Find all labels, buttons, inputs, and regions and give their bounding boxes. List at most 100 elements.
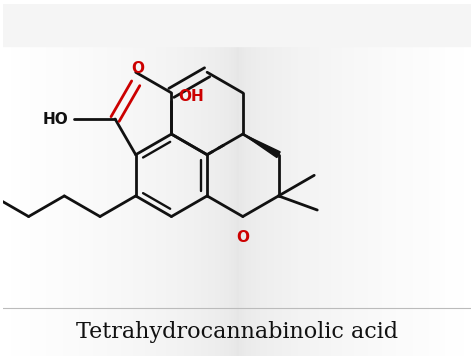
Bar xyxy=(424,46,427,356)
Bar xyxy=(195,46,197,356)
Bar xyxy=(242,46,244,356)
Bar xyxy=(429,46,431,356)
Bar xyxy=(302,46,305,356)
Bar xyxy=(254,46,256,356)
Bar xyxy=(132,46,134,356)
Bar xyxy=(26,46,28,356)
Bar xyxy=(82,46,85,356)
Bar xyxy=(110,46,113,356)
Bar xyxy=(307,46,310,356)
Bar xyxy=(202,46,204,356)
Bar xyxy=(441,46,443,356)
Bar xyxy=(237,46,239,356)
Bar xyxy=(256,46,258,356)
Bar xyxy=(434,46,436,356)
Bar xyxy=(368,46,371,356)
Bar xyxy=(331,46,333,356)
Bar xyxy=(90,46,92,356)
Bar xyxy=(106,46,108,356)
Bar xyxy=(387,46,389,356)
Bar xyxy=(137,46,138,356)
Bar xyxy=(431,46,434,356)
Text: O: O xyxy=(132,61,145,76)
Bar xyxy=(336,46,337,356)
Bar xyxy=(73,46,75,356)
Bar xyxy=(164,46,167,356)
Bar xyxy=(220,46,223,356)
Bar xyxy=(415,46,417,356)
Bar xyxy=(43,46,45,356)
Bar xyxy=(422,46,424,356)
Bar xyxy=(375,46,377,356)
Bar xyxy=(251,46,254,356)
Bar xyxy=(115,46,118,356)
Bar xyxy=(127,46,129,356)
Bar xyxy=(61,46,64,356)
Bar xyxy=(8,46,10,356)
Bar xyxy=(317,46,319,356)
Bar xyxy=(113,46,115,356)
Bar xyxy=(286,46,289,356)
Bar xyxy=(200,46,202,356)
Bar xyxy=(448,46,450,356)
Bar xyxy=(258,46,260,356)
Text: HO: HO xyxy=(43,112,68,126)
Bar xyxy=(293,46,296,356)
Bar xyxy=(75,46,78,356)
Bar xyxy=(272,46,274,356)
Bar xyxy=(328,46,331,356)
Bar xyxy=(384,46,387,356)
Bar xyxy=(167,46,169,356)
Bar xyxy=(354,46,356,356)
Bar xyxy=(324,46,326,356)
Bar xyxy=(230,46,232,356)
Bar xyxy=(15,46,17,356)
Bar xyxy=(92,46,94,356)
Bar xyxy=(57,46,59,356)
Bar xyxy=(298,46,300,356)
Bar xyxy=(300,46,302,356)
Bar xyxy=(71,46,73,356)
Bar xyxy=(450,46,453,356)
Bar xyxy=(3,4,471,46)
Bar xyxy=(94,46,97,356)
Bar xyxy=(31,46,33,356)
Bar xyxy=(218,46,220,356)
Bar xyxy=(141,46,143,356)
Bar xyxy=(148,46,150,356)
Bar xyxy=(178,46,181,356)
Bar xyxy=(305,46,307,356)
Bar xyxy=(232,46,235,356)
Bar xyxy=(274,46,277,356)
Bar xyxy=(377,46,380,356)
Bar xyxy=(157,46,160,356)
Bar xyxy=(87,46,90,356)
Bar xyxy=(134,46,137,356)
Bar xyxy=(347,46,349,356)
Bar xyxy=(153,46,155,356)
Bar xyxy=(55,46,57,356)
Bar xyxy=(417,46,419,356)
Bar xyxy=(443,46,446,356)
Bar xyxy=(359,46,361,356)
Bar xyxy=(143,46,146,356)
Bar xyxy=(455,46,457,356)
Bar xyxy=(349,46,352,356)
Bar xyxy=(125,46,127,356)
Bar xyxy=(50,46,52,356)
Bar xyxy=(66,46,68,356)
Bar xyxy=(366,46,368,356)
Bar xyxy=(64,46,66,356)
Bar xyxy=(207,46,209,356)
Bar xyxy=(214,46,216,356)
Bar xyxy=(209,46,211,356)
Bar xyxy=(340,46,342,356)
Bar xyxy=(462,46,464,356)
Text: OH: OH xyxy=(178,89,204,104)
Bar xyxy=(204,46,207,356)
Bar xyxy=(403,46,406,356)
Bar xyxy=(406,46,408,356)
Bar xyxy=(10,46,12,356)
Bar xyxy=(160,46,162,356)
Bar xyxy=(28,46,31,356)
